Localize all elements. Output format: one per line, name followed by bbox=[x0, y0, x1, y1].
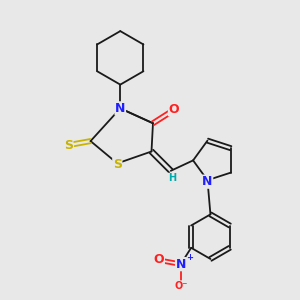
Text: O: O bbox=[154, 253, 164, 266]
Text: +: + bbox=[186, 253, 193, 262]
Text: O⁻: O⁻ bbox=[174, 281, 188, 291]
Text: N: N bbox=[176, 258, 186, 271]
Text: H: H bbox=[168, 173, 176, 183]
Text: N: N bbox=[202, 175, 213, 188]
Text: O: O bbox=[169, 103, 179, 116]
Text: S: S bbox=[113, 158, 122, 171]
Text: N: N bbox=[115, 102, 125, 115]
Text: S: S bbox=[64, 139, 73, 152]
